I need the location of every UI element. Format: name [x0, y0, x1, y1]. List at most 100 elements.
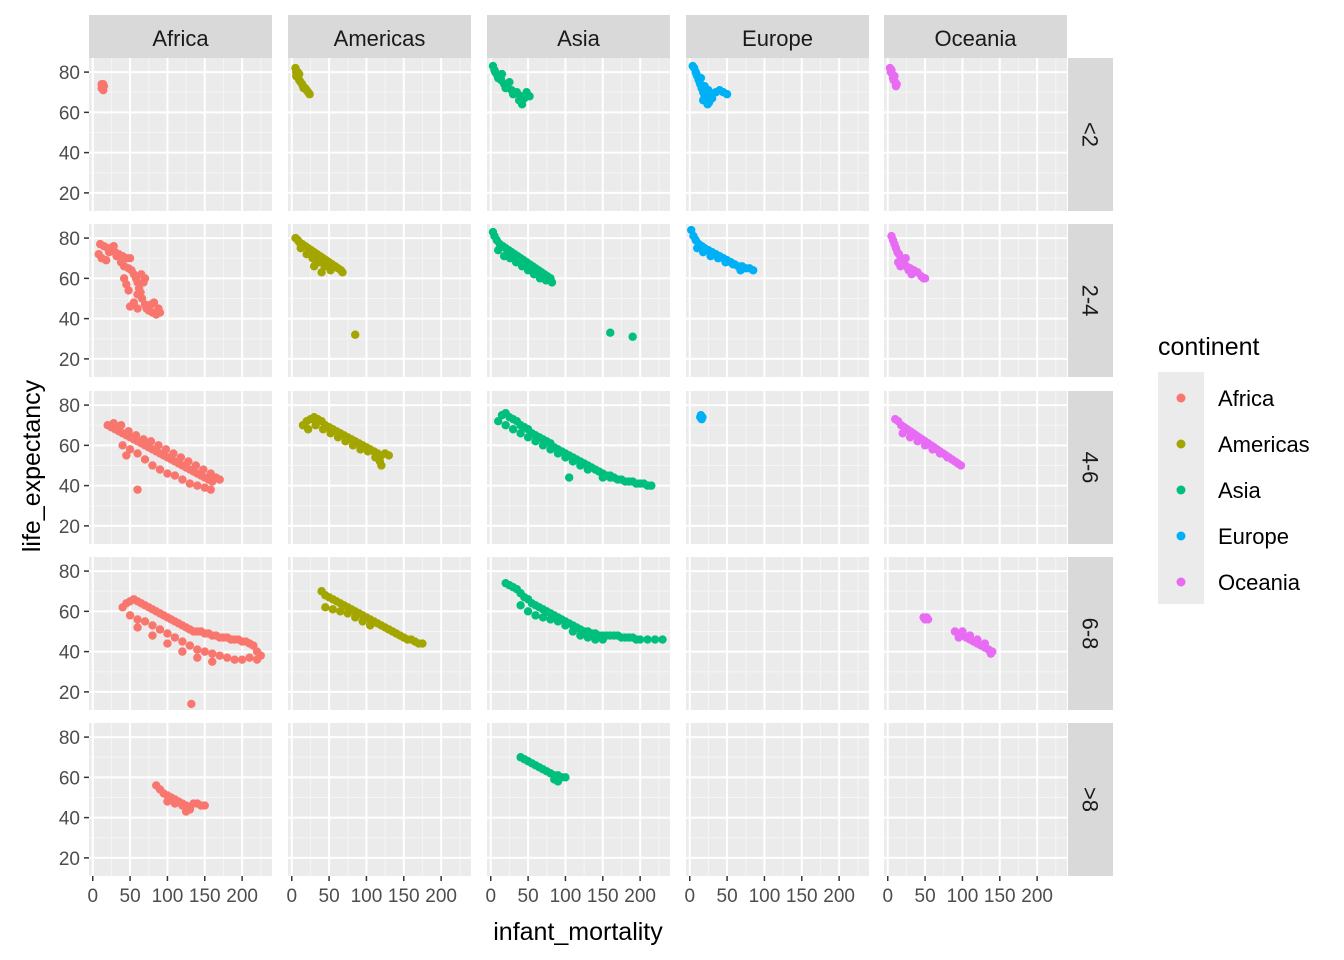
data-point	[384, 451, 394, 460]
panel-background	[884, 58, 1067, 211]
data-point	[200, 801, 209, 810]
data-point	[377, 461, 386, 470]
y-tick-label: 60	[59, 602, 80, 623]
data-point	[351, 330, 360, 339]
data-point	[351, 613, 360, 622]
points-africa-3	[118, 595, 265, 709]
data-point	[505, 254, 515, 263]
legend-label-oceania: Oceania	[1218, 570, 1301, 595]
data-point	[161, 445, 171, 454]
row-strip-label: 2-4	[1078, 285, 1103, 317]
data-point	[148, 631, 157, 640]
x-tick-label: 0	[684, 886, 695, 907]
data-point	[133, 615, 142, 624]
panel-background	[686, 391, 869, 544]
data-point	[517, 100, 527, 109]
row-strip	[1068, 224, 1113, 377]
panel-europe-0	[686, 58, 869, 211]
points-asia-3	[501, 578, 667, 644]
data-point	[149, 298, 159, 307]
x-tick-label: 150	[984, 886, 1016, 907]
data-point	[707, 94, 717, 103]
data-point	[713, 254, 723, 263]
x-tick-label: 50	[717, 886, 738, 907]
data-point	[358, 617, 367, 626]
col-strip-label: Europe	[742, 26, 813, 51]
points-asia-4	[516, 753, 570, 786]
data-point	[541, 276, 551, 285]
data-point	[296, 243, 305, 253]
data-point	[309, 262, 319, 271]
legend: continent Africa Americas Asia Europe Oceani…	[1158, 333, 1310, 604]
data-point	[208, 657, 217, 666]
data-point	[163, 639, 172, 648]
data-point	[898, 429, 907, 438]
data-point	[118, 441, 127, 450]
data-point	[564, 473, 574, 482]
data-point	[169, 449, 178, 458]
data-point	[348, 441, 358, 450]
data-point	[920, 274, 930, 283]
points-americas-2	[298, 412, 394, 470]
data-point	[155, 308, 165, 317]
data-point	[928, 445, 937, 454]
points-asia-2	[494, 408, 656, 490]
points-oceania-0	[885, 63, 901, 91]
row-strip-label: 6-8	[1078, 618, 1103, 650]
data-point	[553, 449, 563, 458]
data-point	[215, 651, 224, 660]
panel-background	[487, 224, 670, 377]
panel-americas-4	[288, 723, 471, 876]
data-point	[920, 441, 930, 450]
data-point	[494, 245, 503, 255]
data-point	[418, 639, 427, 648]
data-point	[222, 653, 232, 662]
data-point	[658, 635, 667, 644]
data-point	[133, 485, 142, 494]
panel-background	[487, 723, 670, 876]
points-americas-3	[317, 587, 427, 648]
data-point	[728, 260, 738, 269]
x-tick-label: 50	[319, 886, 340, 907]
data-point	[193, 481, 202, 490]
data-point	[148, 461, 157, 470]
data-point	[913, 437, 922, 446]
y-tick-label: 40	[59, 310, 80, 331]
panel-oceania-2	[884, 391, 1067, 544]
data-point	[505, 77, 514, 87]
legend-key-asia	[1176, 485, 1186, 495]
data-point	[749, 266, 758, 275]
data-point	[191, 461, 201, 470]
data-point	[356, 445, 365, 454]
data-point	[185, 641, 195, 650]
row-strip	[1068, 58, 1113, 211]
data-point	[508, 425, 518, 434]
data-point	[538, 441, 548, 450]
data-point	[935, 449, 945, 458]
data-point	[178, 801, 187, 810]
data-point	[965, 631, 975, 640]
y-tick-label: 80	[59, 63, 80, 84]
data-point	[508, 90, 518, 99]
legend-label-asia: Asia	[1218, 478, 1262, 503]
data-point	[986, 649, 996, 658]
panel-oceania-0	[884, 58, 1067, 211]
legend-key-africa	[1176, 393, 1186, 403]
data-point	[494, 416, 503, 426]
panel-americas-0	[288, 58, 471, 211]
x-tick-label: 100	[947, 886, 979, 907]
x-tick-label: 200	[1021, 886, 1053, 907]
data-point	[891, 81, 901, 91]
points-africa-1	[94, 239, 165, 319]
panel-background	[89, 557, 272, 710]
data-point	[170, 633, 180, 642]
data-point	[317, 268, 326, 277]
x-tick-label: 100	[550, 886, 582, 907]
data-point	[696, 73, 706, 83]
panel-background	[884, 723, 1067, 876]
col-strip-label: Americas	[334, 26, 426, 51]
data-point	[184, 457, 193, 466]
legend-key-oceania	[1176, 577, 1186, 587]
x-tick-label: 50	[915, 886, 936, 907]
